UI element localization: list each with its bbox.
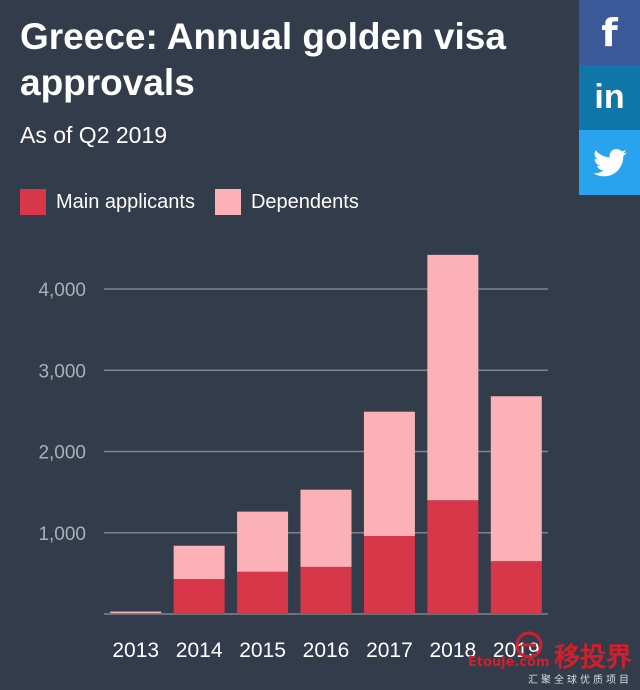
y-tick-label-2000: 2,000 [38, 443, 86, 464]
bar-main-applicants-2014 [173, 579, 225, 614]
facebook-icon: f [601, 10, 618, 55]
linkedin-share-button[interactable]: in [579, 65, 640, 130]
bar-main-applicants-2017 [363, 536, 415, 614]
chart-legend: Main applicants Dependents [20, 189, 379, 215]
legend-item-dependents: Dependents [214, 189, 359, 215]
bar-dependents-2015 [237, 511, 289, 572]
x-tick-label-2017: 2017 [366, 639, 413, 662]
bar-dependents-2014 [173, 545, 225, 580]
chart-subtitle: As of Q2 2019 [20, 122, 168, 148]
x-tick-label-2016: 2016 [303, 639, 350, 662]
bar-main-applicants-2016 [300, 566, 352, 614]
watermark-tagline: 汇聚全球优质项目 [528, 675, 632, 686]
x-tick-label-2018: 2018 [429, 639, 476, 662]
x-tick-label-2013: 2013 [112, 639, 159, 662]
bar-main-applicants-2013 [110, 613, 162, 614]
legend-label-main-applicants: Main applicants [56, 191, 195, 213]
x-tick-label-2015: 2015 [239, 639, 286, 662]
twitter-share-button[interactable] [579, 130, 640, 195]
watermark: Etouje.com 移投界 汇聚全球优质项目 [468, 643, 632, 686]
x-tick-label-2014: 2014 [176, 639, 223, 662]
chart-title: Greece: Annual golden visa approvals [20, 16, 506, 103]
legend-swatch-dependents [214, 189, 241, 215]
legend-swatch-main-applicants [20, 189, 46, 215]
bar-dependents-2013 [110, 611, 162, 614]
legend-label-dependents: Dependents [250, 191, 359, 213]
y-tick-label-1000: 1,000 [38, 524, 86, 545]
bar-main-applicants-2015 [237, 571, 289, 614]
facebook-share-button[interactable]: f [579, 0, 640, 65]
linkedin-icon: in [594, 78, 625, 116]
bar-main-applicants-2018 [427, 500, 479, 614]
watermark-brand: Etouje.com [467, 655, 550, 670]
bar-dependents-2016 [300, 489, 352, 567]
bar-main-applicants-2019 [490, 561, 542, 614]
y-tick-label-3000: 3,000 [38, 361, 86, 382]
bar-dependents-2019 [490, 396, 542, 562]
twitter-icon [592, 148, 627, 176]
bar-dependents-2018 [427, 254, 479, 501]
y-tick-label-4000: 4,000 [38, 280, 86, 301]
bar-dependents-2017 [363, 411, 415, 536]
share-bar: f in [579, 0, 640, 195]
legend-item-main-applicants: Main applicants [20, 189, 195, 215]
watermark-chinese: 移投界 [553, 642, 632, 672]
watermark-logo [515, 631, 543, 659]
